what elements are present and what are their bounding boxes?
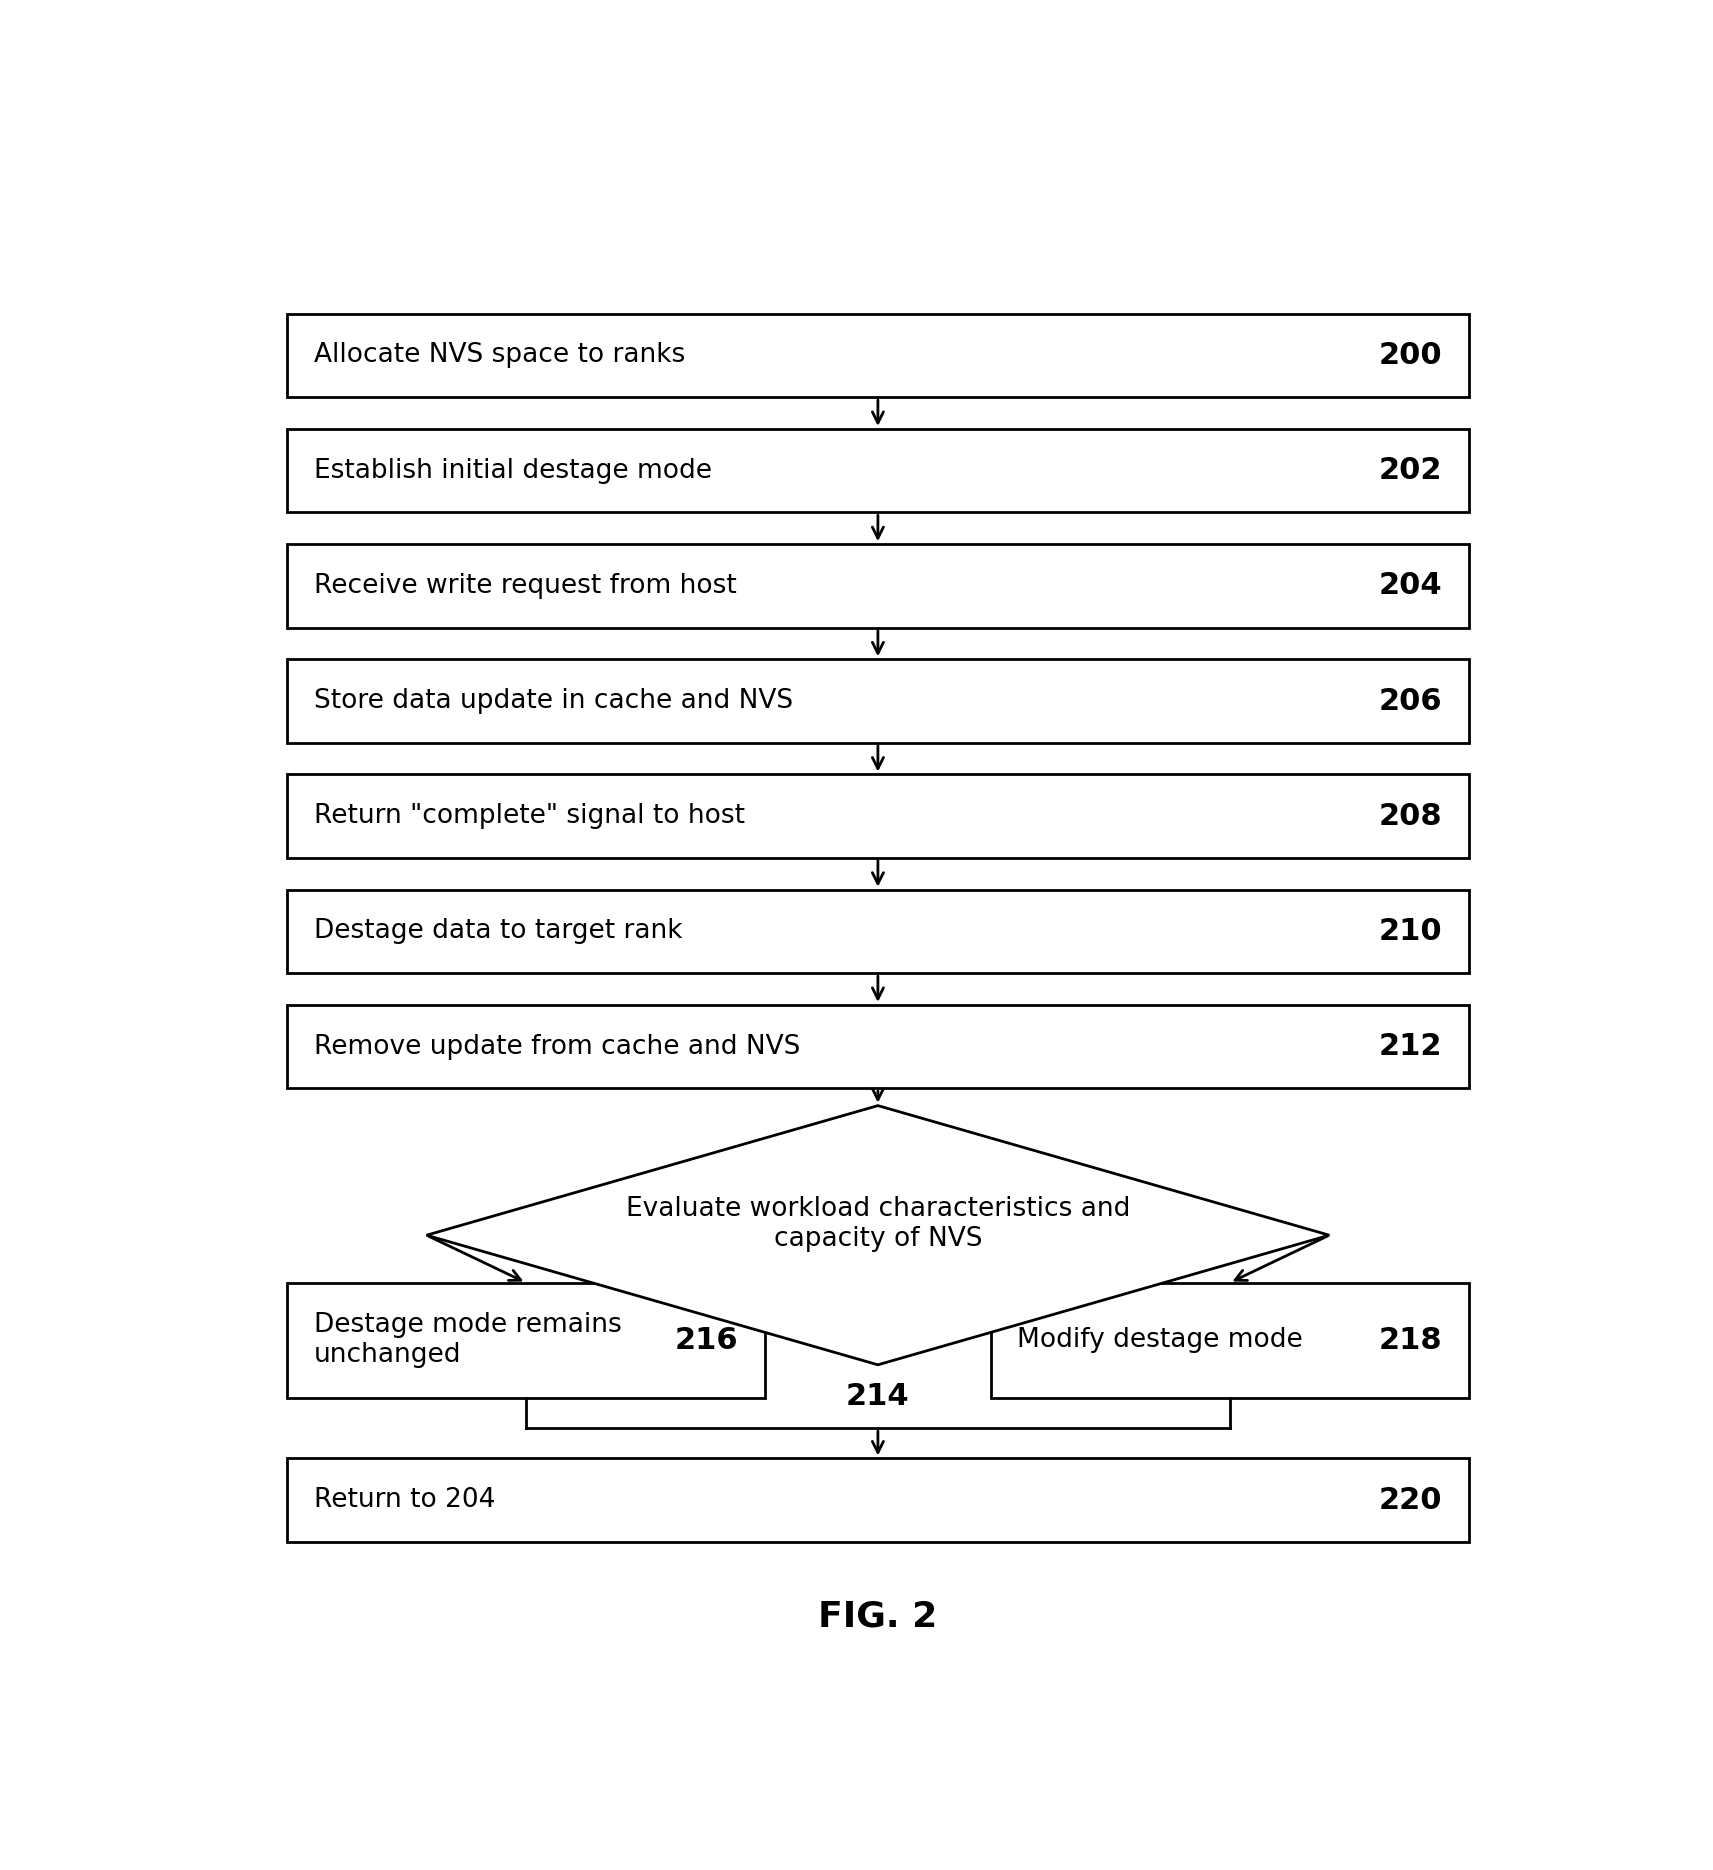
FancyBboxPatch shape [288, 314, 1468, 396]
FancyBboxPatch shape [288, 544, 1468, 628]
Text: Remove update from cache and NVS: Remove update from cache and NVS [313, 1034, 800, 1060]
Text: Destage mode remains
unchanged: Destage mode remains unchanged [313, 1313, 622, 1369]
Text: 206: 206 [1379, 686, 1442, 716]
FancyBboxPatch shape [288, 428, 1468, 512]
Text: Modify destage mode: Modify destage mode [1018, 1328, 1304, 1354]
FancyBboxPatch shape [990, 1283, 1468, 1399]
FancyBboxPatch shape [288, 1459, 1468, 1543]
FancyBboxPatch shape [288, 1283, 766, 1399]
Text: Return to 204: Return to 204 [313, 1487, 495, 1513]
Text: Allocate NVS space to ranks: Allocate NVS space to ranks [313, 342, 685, 368]
Text: FIG. 2: FIG. 2 [819, 1599, 937, 1634]
FancyBboxPatch shape [288, 1004, 1468, 1088]
Text: 212: 212 [1379, 1032, 1442, 1060]
FancyBboxPatch shape [288, 774, 1468, 858]
Text: Establish initial destage mode: Establish initial destage mode [313, 458, 711, 484]
Text: 218: 218 [1379, 1326, 1442, 1356]
Text: 208: 208 [1379, 802, 1442, 830]
FancyBboxPatch shape [288, 660, 1468, 742]
Text: 202: 202 [1379, 456, 1442, 484]
Polygon shape [427, 1105, 1329, 1365]
Text: Receive write request from host: Receive write request from host [313, 572, 737, 598]
Text: Destage data to target rank: Destage data to target rank [313, 918, 682, 944]
Text: Store data update in cache and NVS: Store data update in cache and NVS [313, 688, 793, 714]
Text: 210: 210 [1379, 916, 1442, 946]
Text: 220: 220 [1379, 1485, 1442, 1515]
Text: 214: 214 [846, 1382, 910, 1412]
FancyBboxPatch shape [288, 890, 1468, 972]
Text: Evaluate workload characteristics and
capacity of NVS: Evaluate workload characteristics and ca… [625, 1195, 1131, 1251]
Text: 216: 216 [675, 1326, 738, 1356]
Text: 200: 200 [1379, 340, 1442, 370]
Text: Return "complete" signal to host: Return "complete" signal to host [313, 804, 745, 828]
Text: 204: 204 [1379, 572, 1442, 600]
